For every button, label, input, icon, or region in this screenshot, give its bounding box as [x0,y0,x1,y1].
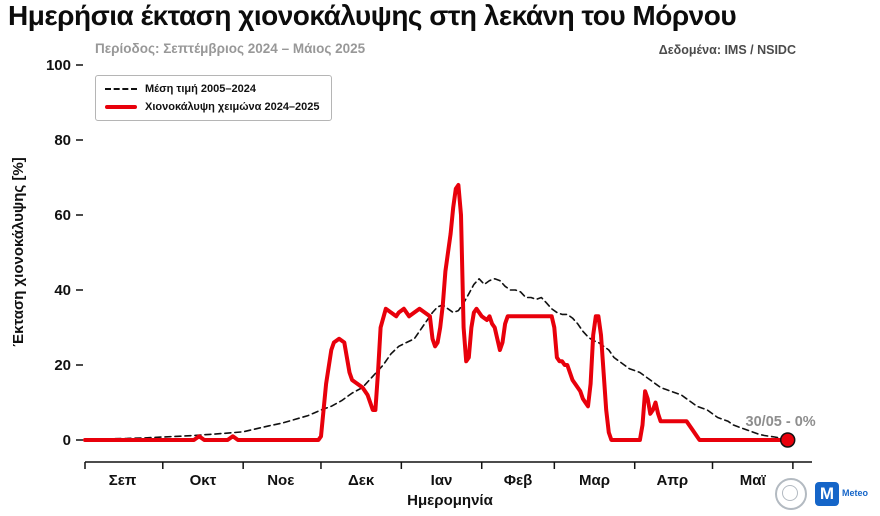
legend-current-label: Χιονοκάλυψη χειμώνα 2024–2025 [145,101,320,113]
legend: Μέση τιμή 2005–2024 Χιονοκάλυψη χειμώνα … [95,75,332,121]
end-marker-dot [779,432,796,448]
x-tick-label: Σεπ [109,472,137,489]
legend-mean-label: Μέση τιμή 2005–2024 [145,83,256,95]
legend-item-mean: Μέση τιμή 2005–2024 [105,83,320,95]
x-tick-label: Φεβ [504,472,533,489]
data-source-label: Δεδομένα: IMS / NSIDC [658,43,796,57]
noa-seal-logo [774,478,807,510]
y-tick-label: 80 [54,132,71,149]
meteo-logo: M Meteo [814,482,868,506]
mean-line-swatch-icon [105,88,137,90]
meteo-m-icon: M [814,482,839,506]
footer-logos: M Meteo [774,478,868,510]
snow-line [83,183,790,442]
end-annotation: 30/05 - 0% [746,414,816,430]
period-subtitle: Περίοδος: Σεπτέμβριος 2024 – Μάιος 2025 [95,41,366,56]
x-tick-label: Ιαν [431,472,453,489]
x-tick-label: Δεκ [348,472,375,489]
meteo-wordmark: Meteo [841,488,868,499]
noa-seal-inner-icon [781,485,798,501]
mean-line [84,277,789,440]
y-tick-label: 60 [54,207,71,224]
snow-line-swatch-icon [105,104,137,110]
y-tick-label: 20 [54,357,71,374]
y-tick-label: 0 [63,432,71,449]
x-tick-label: Νοε [267,472,294,489]
legend-item-current: Χιονοκάλυψη χειμώνα 2024–2025 [105,101,320,113]
y-tick-label: 40 [54,282,71,299]
x-tick-label: Μαϊ [740,472,767,489]
x-tick-label: Απρ [657,472,689,489]
x-tick-label: Μαρ [579,472,610,489]
x-axis-title: Ημερομηνία [407,492,493,509]
page-title: Ημερήσια έκταση χιονοκάλυψης στη λεκάνη … [8,0,737,31]
x-tick-label: Οκτ [190,472,217,489]
y-tick-label: 100 [46,57,71,74]
